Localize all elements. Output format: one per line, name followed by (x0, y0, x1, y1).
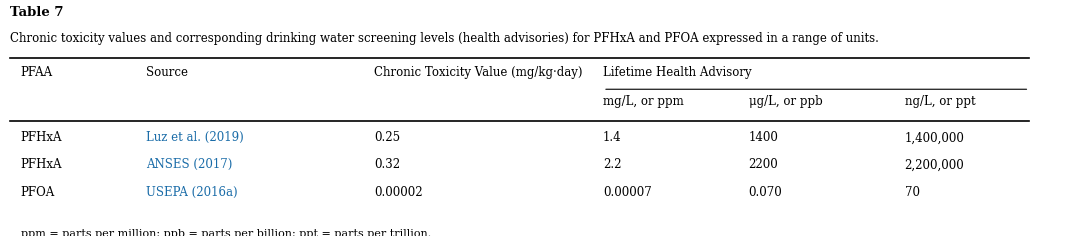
Text: ng/L, or ppt: ng/L, or ppt (905, 95, 975, 108)
Text: 2200: 2200 (748, 158, 779, 171)
Text: PFAA: PFAA (21, 66, 53, 79)
Text: Chronic Toxicity Value (mg/kg·day): Chronic Toxicity Value (mg/kg·day) (375, 66, 583, 79)
Text: 1.4: 1.4 (603, 131, 622, 144)
Text: 0.32: 0.32 (375, 158, 401, 171)
Text: ppm = parts per million; ppb = parts per billion; ppt = parts per trillion.: ppm = parts per million; ppb = parts per… (21, 229, 431, 236)
Text: PFOA: PFOA (21, 185, 55, 198)
Text: 1,400,000: 1,400,000 (905, 131, 964, 144)
Text: Lifetime Health Advisory: Lifetime Health Advisory (603, 66, 752, 79)
Text: USEPA (2016a): USEPA (2016a) (146, 185, 238, 198)
Text: PFHxA: PFHxA (21, 131, 63, 144)
Text: 0.25: 0.25 (375, 131, 401, 144)
Text: μg/L, or ppb: μg/L, or ppb (748, 95, 822, 108)
Text: 0.00007: 0.00007 (603, 185, 652, 198)
Text: ANSES (2017): ANSES (2017) (146, 158, 232, 171)
Text: Source: Source (146, 66, 188, 79)
Text: 2,200,000: 2,200,000 (905, 158, 964, 171)
Text: mg/L, or ppm: mg/L, or ppm (603, 95, 684, 108)
Text: 2.2: 2.2 (603, 158, 622, 171)
Text: Luz et al. (2019): Luz et al. (2019) (146, 131, 243, 144)
Text: 0.070: 0.070 (748, 185, 782, 198)
Text: Table 7: Table 7 (11, 6, 64, 19)
Text: Chronic toxicity values and corresponding drinking water screening levels (healt: Chronic toxicity values and correspondin… (11, 32, 879, 45)
Text: PFHxA: PFHxA (21, 158, 63, 171)
Text: 70: 70 (905, 185, 919, 198)
Text: 0.00002: 0.00002 (375, 185, 423, 198)
Text: 1400: 1400 (748, 131, 779, 144)
